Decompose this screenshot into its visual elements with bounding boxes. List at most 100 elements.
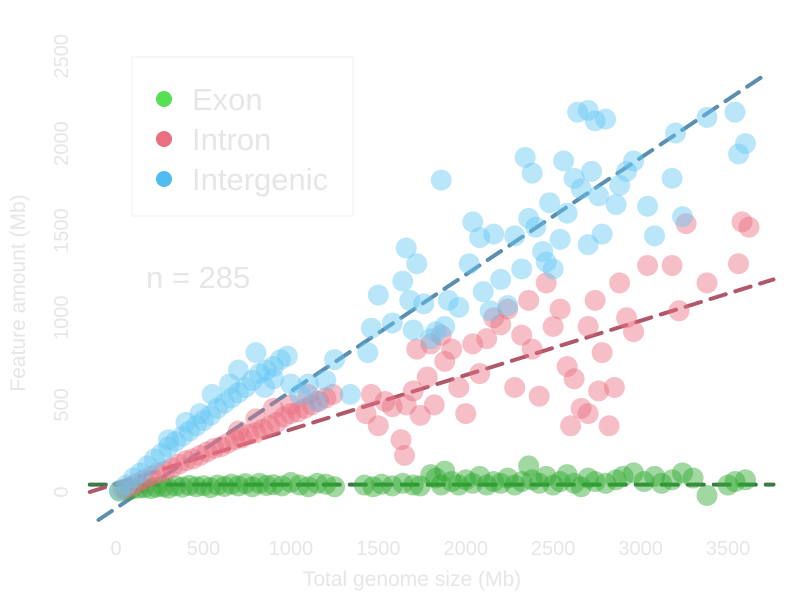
intron-point	[738, 216, 760, 238]
exon-point	[108, 480, 130, 502]
intron-point	[315, 387, 337, 409]
intergenic-point	[175, 411, 197, 433]
intergenic-point	[254, 376, 276, 398]
exon-point	[392, 472, 414, 494]
intergenic-point	[479, 300, 501, 322]
exon-point	[409, 475, 431, 497]
intron-point	[367, 415, 389, 437]
intergenic-point	[605, 193, 627, 215]
intergenic-point	[542, 258, 564, 280]
exon-point	[556, 464, 578, 486]
intron-point	[455, 403, 477, 425]
intron-point	[203, 437, 225, 459]
exon-point	[518, 455, 540, 477]
intergenic-point	[262, 368, 284, 390]
exon-point	[262, 474, 284, 496]
intron-point	[402, 380, 424, 402]
intron-point	[584, 289, 606, 311]
intron-point	[504, 376, 526, 398]
intron-point	[126, 472, 148, 494]
intron-point	[511, 324, 533, 346]
intron-point	[262, 397, 284, 419]
intron-point	[381, 396, 403, 418]
y-tick-label: 2000	[51, 121, 73, 166]
intergenic-point	[661, 167, 683, 189]
x-tick-label: 2000	[443, 538, 488, 560]
intergenic-point	[115, 474, 137, 496]
exon-point	[483, 471, 505, 493]
intron-point	[441, 338, 463, 360]
intron-point	[577, 315, 599, 337]
exon-point	[402, 474, 424, 496]
exon-point	[241, 476, 263, 498]
intergenic-point	[532, 241, 554, 263]
intron-point	[591, 342, 613, 364]
exon-point	[542, 474, 564, 496]
intergenic-point	[556, 202, 578, 224]
intron-point	[210, 436, 232, 458]
intergenic-point	[588, 185, 610, 207]
x-tick-label: 500	[187, 538, 220, 560]
intergenic-point	[525, 216, 547, 238]
intron-point	[528, 385, 550, 407]
intergenic-point	[234, 376, 256, 398]
intergenic-point	[339, 383, 361, 405]
intergenic-point	[306, 390, 328, 412]
exon-point	[185, 476, 207, 498]
exon-point	[549, 471, 571, 493]
intron-point	[273, 406, 295, 428]
sample-size-annotation: n = 285	[146, 260, 250, 295]
exon-point	[434, 460, 456, 482]
exon-point	[577, 467, 599, 489]
y-tick-label: 0	[51, 486, 73, 497]
intergenic-point	[553, 150, 575, 172]
exon-point	[633, 471, 655, 493]
intergenic-point	[504, 225, 526, 247]
exon-point	[462, 472, 484, 494]
intergenic-point	[227, 382, 249, 404]
intergenic-point	[472, 281, 494, 303]
intergenic-point	[577, 99, 599, 121]
intergenic-point	[360, 317, 382, 339]
intergenic-point	[269, 349, 291, 371]
intron-point	[560, 415, 582, 437]
exon-point	[511, 471, 533, 493]
intergenic-point	[490, 268, 512, 290]
exon-point	[504, 474, 526, 496]
exon-point	[140, 478, 162, 500]
intergenic-point	[241, 369, 263, 391]
intron-point	[119, 476, 141, 498]
exon-point	[696, 484, 718, 506]
x-tick-label: 1500	[356, 538, 401, 560]
intergenic-point	[406, 253, 428, 275]
intron-point	[227, 420, 249, 442]
intron-point	[154, 460, 176, 482]
intergenic-point	[448, 296, 470, 318]
intron-point	[535, 272, 557, 294]
intron-point	[556, 356, 578, 378]
trend-lines	[87, 71, 776, 522]
intergenic-point	[577, 234, 599, 256]
exon-point	[362, 476, 384, 498]
intergenic-point	[518, 207, 540, 229]
intron-point	[570, 397, 592, 419]
intergenic-point	[157, 436, 179, 458]
intron-point	[189, 444, 211, 466]
intron-point	[217, 432, 239, 454]
exon-point	[612, 465, 634, 487]
intergenic-point	[437, 289, 459, 311]
intergenic-point	[157, 429, 179, 451]
intergenic-point	[672, 206, 694, 228]
intron-point	[168, 453, 190, 475]
intron-point	[430, 324, 452, 346]
intron-point	[588, 380, 610, 402]
intergenic-point	[616, 160, 638, 182]
exon-point	[420, 464, 442, 486]
intergenic-point	[227, 359, 249, 381]
exon-point	[521, 469, 543, 491]
intergenic-point	[108, 479, 130, 501]
intron-point	[112, 478, 134, 500]
intron-point	[518, 289, 540, 311]
intergenic-point	[289, 383, 311, 405]
intergenic-point	[696, 106, 718, 128]
